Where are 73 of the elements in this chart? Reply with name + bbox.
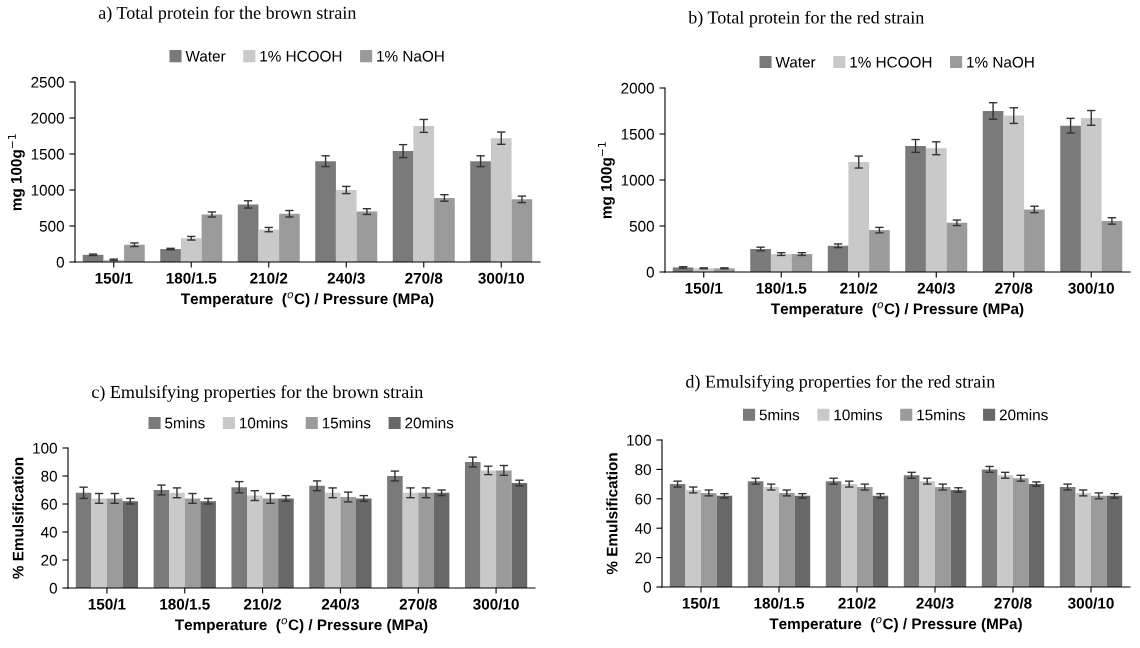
x-tick-label: 150/1 [685, 282, 723, 294]
y-axis-title: mg 100g$^{−1}$ [597, 142, 615, 219]
x-tick-label: 150/1 [95, 272, 133, 284]
legend-label: 1% NaOH [377, 50, 444, 62]
y-tick-label: 40 [40, 526, 57, 538]
x-tick-label: 150/1 [682, 597, 720, 609]
legend-label: 1% HCOOH [260, 50, 342, 62]
y-tick-label: 0 [646, 266, 654, 278]
x-tick-label: 180/1.5 [756, 282, 807, 294]
x-tick-label: 270/8 [994, 597, 1032, 609]
y-tick-label: 0 [643, 581, 651, 593]
chart-title: d) Emulsifying properties for the red strain [686, 374, 995, 392]
x-tick-label: 210/2 [838, 597, 876, 609]
x-tick-label: 210/2 [250, 272, 288, 284]
y-tick-label: 2000 [31, 112, 64, 124]
x-tick-label: 180/1.5 [166, 272, 217, 284]
x-axis-title: Temperature ($^{o}$C) / Pressure (MPa) [180, 292, 434, 308]
y-tick-label: 20 [41, 554, 57, 566]
legend-label: Water [185, 50, 226, 62]
y-tick-label: 60 [41, 498, 57, 510]
chart-title: a) Total protein for the brown strain [98, 6, 357, 23]
y-tick-label: 20 [635, 552, 651, 564]
x-tick-label: 300/10 [1067, 597, 1114, 609]
y-tick-label: 1500 [31, 148, 64, 160]
legend-label: 10mins [240, 417, 288, 429]
legend-label: Water [775, 56, 816, 68]
x-tick-label: 270/8 [399, 598, 437, 610]
x-tick-label: 180/1.5 [160, 598, 210, 610]
chart-title: b) Total protein for the red strain [688, 10, 925, 28]
legend-label: 20mins [405, 417, 454, 429]
x-axis-title: Temperature ($^{o}$C) / Pressure (MPa) [770, 302, 1024, 318]
x-tick-label: 240/3 [321, 598, 359, 610]
x-axis-title: Temperature ($^{o}$C) / Pressure (MPa) [174, 618, 428, 634]
x-tick-label: 240/3 [916, 597, 954, 609]
x-tick-label: 300/10 [1068, 282, 1114, 294]
legend-label: 15mins [322, 417, 371, 429]
x-tick-label: 240/3 [917, 282, 955, 294]
y-tick-label: 40 [634, 523, 651, 534]
legend-label: 20mins [999, 409, 1048, 421]
y-axis-title: % Emulsification [12, 457, 24, 579]
x-tick-label: 210/2 [244, 598, 282, 610]
x-tick-label: 210/2 [840, 282, 878, 294]
legend-label: 1% NaOH [967, 56, 1034, 68]
x-tick-label: 150/1 [88, 598, 126, 610]
y-tick-label: 1000 [31, 184, 64, 196]
x-tick-label: 270/8 [995, 282, 1033, 294]
x-tick-label: 270/8 [405, 272, 443, 284]
y-tick-label: 2500 [31, 76, 64, 88]
legend-label: 1% HCOOH [850, 56, 932, 68]
y-tick-label: 60 [635, 493, 651, 505]
y-tick-label: 500 [629, 220, 654, 232]
y-tick-label: 500 [39, 220, 64, 232]
y-axis-title: % Emulsification [606, 453, 618, 575]
legend-label: 15mins [917, 409, 965, 421]
y-tick-label: 80 [41, 470, 57, 482]
x-tick-label: 240/3 [327, 272, 365, 284]
y-axis-title: mg 100g$^{−1}$ [7, 134, 25, 211]
y-tick-label: 1500 [621, 128, 654, 140]
y-tick-label: 80 [635, 464, 651, 476]
x-tick-label: 180/1.5 [754, 597, 805, 609]
y-tick-label: 2000 [621, 82, 654, 94]
legend-label: 5mins [165, 417, 205, 429]
x-axis-title: Temperature ($^{o}$C) / Pressure (MPa) [769, 617, 1022, 633]
legend-label: 10mins [834, 409, 883, 421]
y-tick-label: 100 [627, 434, 651, 446]
chart-title: c) Emulsifying properties for the brown strain [92, 385, 424, 402]
y-tick-label: 0 [56, 256, 64, 268]
legend-label: 5mins [759, 409, 800, 421]
y-tick-label: 0 [49, 582, 57, 594]
x-tick-label: 300/10 [473, 598, 519, 610]
y-tick-label: 100 [33, 442, 57, 454]
y-tick-label: 1000 [621, 174, 654, 186]
x-tick-label: 300/10 [478, 272, 524, 284]
